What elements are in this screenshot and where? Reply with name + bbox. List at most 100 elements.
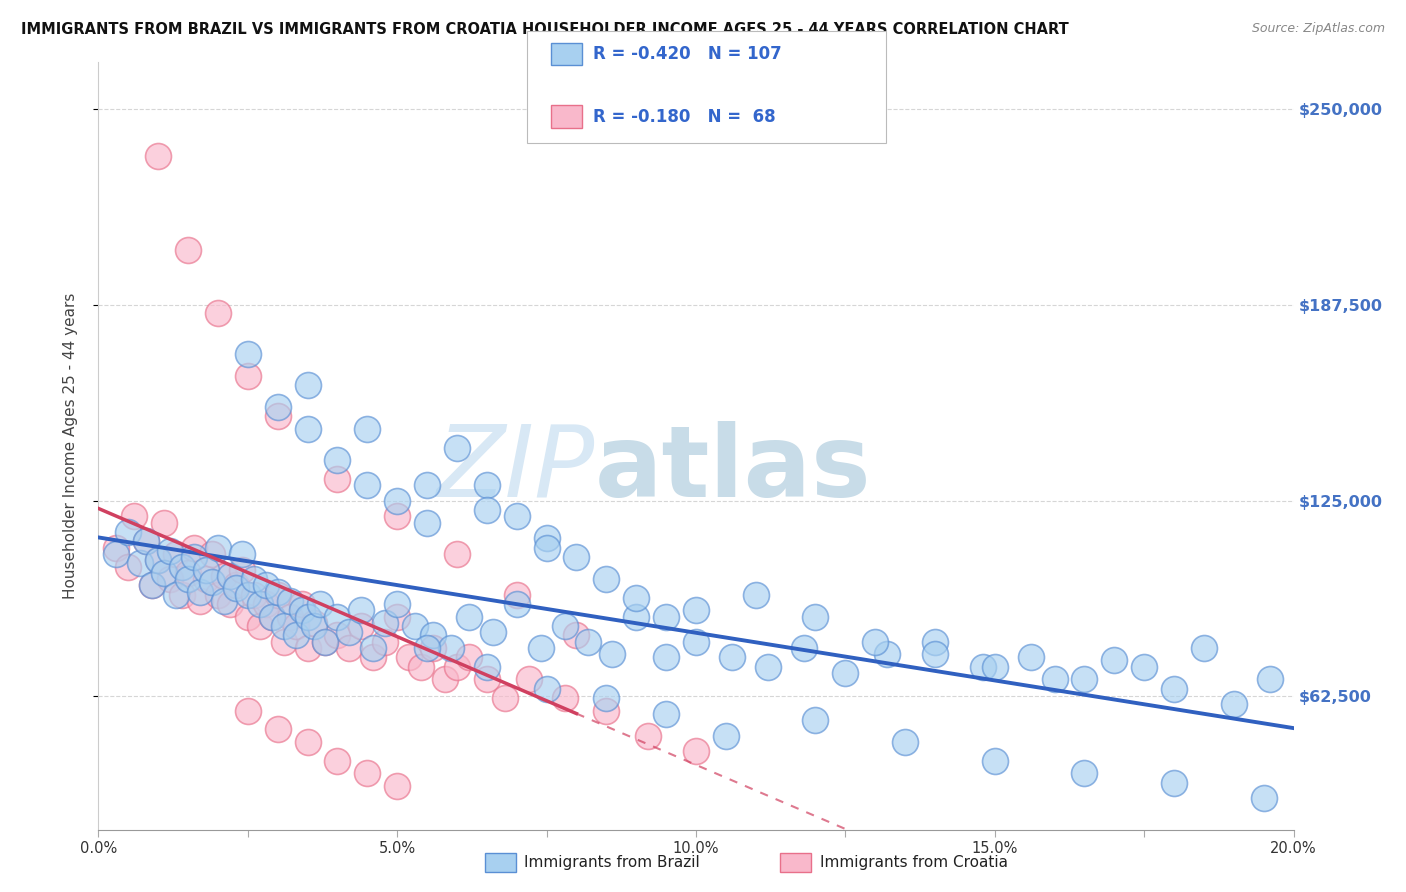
Point — [517, 673, 540, 687]
Point — [350, 603, 373, 617]
Point — [385, 509, 409, 524]
Point — [595, 704, 617, 718]
Point — [655, 650, 678, 665]
Point — [249, 619, 271, 633]
Point — [177, 572, 200, 586]
Point — [148, 553, 170, 567]
Text: ZIP: ZIP — [436, 420, 595, 517]
Point — [1258, 673, 1281, 687]
Point — [1223, 698, 1246, 712]
Point — [148, 553, 170, 567]
Point — [804, 609, 827, 624]
Point — [984, 754, 1007, 768]
Point — [291, 603, 314, 617]
Point — [446, 547, 468, 561]
Point — [416, 640, 439, 655]
Text: atlas: atlas — [595, 420, 870, 517]
Point — [385, 609, 409, 624]
Point — [554, 691, 576, 706]
Point — [924, 647, 946, 661]
Point — [207, 541, 229, 555]
Point — [188, 594, 211, 608]
Point — [655, 609, 678, 624]
Point — [440, 640, 463, 655]
Point — [1192, 640, 1215, 655]
Point — [267, 584, 290, 599]
Point — [356, 766, 378, 780]
Point — [273, 634, 295, 648]
Point — [267, 409, 290, 424]
Point — [1073, 673, 1095, 687]
Point — [482, 625, 505, 640]
Point — [153, 566, 176, 580]
Point — [356, 422, 378, 436]
Point — [243, 572, 266, 586]
Point — [212, 594, 235, 608]
Point — [326, 472, 349, 486]
Point — [225, 582, 247, 596]
Point — [422, 640, 444, 655]
Point — [129, 557, 152, 571]
Point — [260, 609, 283, 624]
Point — [267, 723, 290, 737]
Point — [350, 619, 373, 633]
Point — [172, 559, 194, 574]
Point — [183, 550, 205, 565]
Point — [422, 628, 444, 642]
Point — [834, 665, 856, 680]
Point — [159, 544, 181, 558]
Point — [201, 547, 224, 561]
Point — [374, 634, 396, 648]
Point — [159, 572, 181, 586]
Point — [385, 597, 409, 611]
Point — [475, 673, 498, 687]
Point — [475, 478, 498, 492]
Point — [297, 640, 319, 655]
Point — [260, 609, 283, 624]
Point — [565, 550, 588, 565]
Point — [554, 619, 576, 633]
Point — [602, 647, 624, 661]
Point — [506, 597, 529, 611]
Point — [243, 588, 266, 602]
Point — [595, 572, 617, 586]
Point — [385, 493, 409, 508]
Point — [1133, 659, 1156, 673]
Point — [315, 634, 337, 648]
Point — [231, 563, 253, 577]
Point — [894, 735, 917, 749]
Point — [494, 691, 516, 706]
Point — [236, 704, 259, 718]
Point — [188, 584, 211, 599]
Point — [1253, 791, 1275, 805]
Point — [793, 640, 815, 655]
Point — [326, 628, 349, 642]
Point — [637, 729, 659, 743]
Point — [231, 547, 253, 561]
Point — [924, 634, 946, 648]
Point — [165, 547, 187, 561]
Point — [1163, 681, 1185, 696]
Point — [685, 634, 707, 648]
Point — [1043, 673, 1066, 687]
Point — [714, 729, 737, 743]
Point — [685, 603, 707, 617]
Point — [105, 547, 128, 561]
Point — [416, 478, 439, 492]
Point — [530, 640, 553, 655]
Point — [207, 588, 229, 602]
Point — [721, 650, 744, 665]
Point — [326, 609, 349, 624]
Point — [363, 650, 385, 665]
Point — [536, 681, 558, 696]
Point — [297, 378, 319, 392]
Point — [278, 594, 301, 608]
Point — [434, 673, 457, 687]
Point — [458, 650, 481, 665]
Text: Immigrants from Croatia: Immigrants from Croatia — [820, 855, 1008, 870]
Point — [219, 597, 242, 611]
Point — [398, 650, 420, 665]
Point — [273, 619, 295, 633]
Point — [297, 609, 319, 624]
Point — [236, 588, 259, 602]
